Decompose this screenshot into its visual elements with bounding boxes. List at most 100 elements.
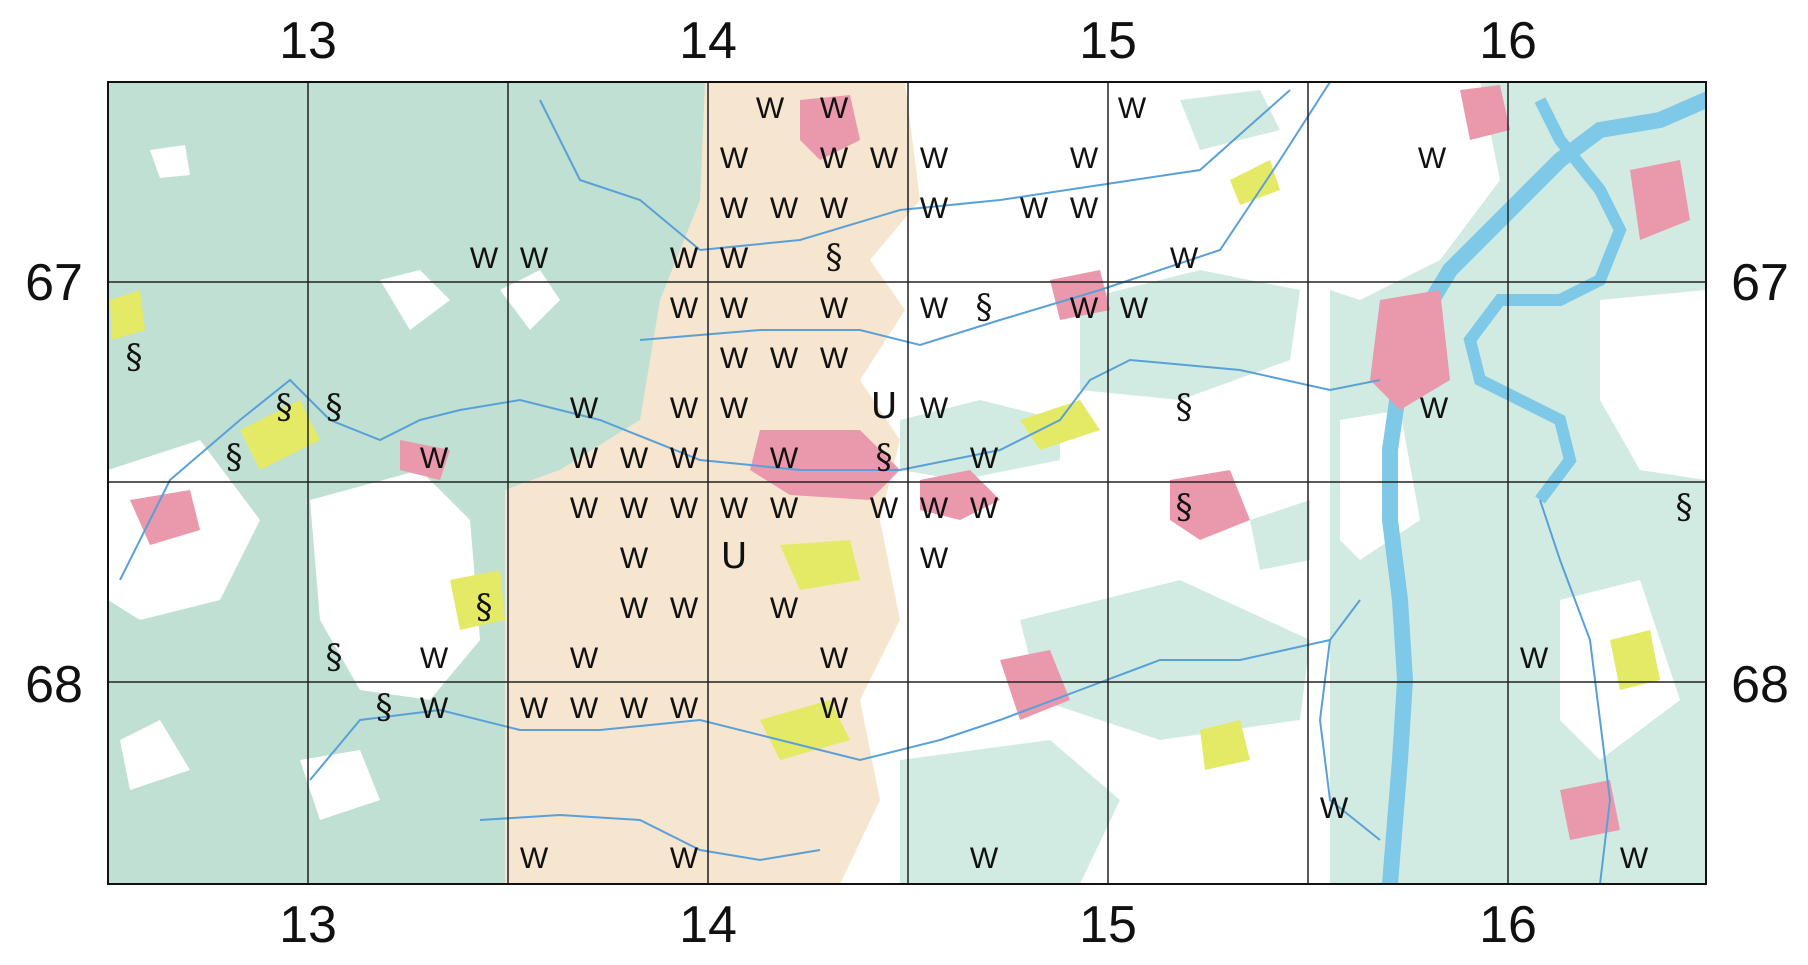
well-symbol: W [470,242,499,275]
col-label-bottom-15: 15 [1079,896,1137,954]
coordinate-labels: 13 14 15 16 13 14 15 16 67 68 67 68 [25,12,1789,954]
protected-site-symbol: § [226,437,243,477]
map-frame [107,81,1707,885]
well-symbol: W [620,542,649,575]
well-symbol: W [570,392,599,425]
stream [539,99,701,251]
well-symbol: W [970,442,999,475]
well-symbol: W [820,192,849,225]
well-symbol: W [770,492,799,525]
stream [1318,639,1381,841]
well-symbol: W [1520,642,1549,675]
settlement-area [1460,85,1510,140]
u-marker-symbol: U [871,386,897,427]
clearing-area [150,145,190,178]
row-label-right-67: 67 [1731,254,1789,312]
well-symbol: W [670,392,699,425]
forest-area [1180,90,1280,150]
meadow-area [110,290,145,340]
well-symbol: W [756,92,785,125]
well-symbol: W [720,392,749,425]
well-symbol: W [1118,92,1147,125]
meadow-area [1200,720,1250,770]
settlement-area [130,490,200,545]
well-symbol: W [770,592,799,625]
settlement-area [1630,160,1690,240]
meadow-area [450,570,505,630]
well-symbol: W [670,692,699,725]
well-symbol: W [820,142,849,175]
protected-site-symbol: § [1176,487,1193,527]
well-symbol: W [520,842,549,875]
protected-site-symbol: § [376,687,393,727]
well-symbol: W [870,492,899,525]
well-symbol: W [770,442,799,475]
well-symbol: W [720,192,749,225]
col-label-bottom-16: 16 [1479,896,1537,954]
forest-area [1080,270,1300,400]
protected-site-symbol: § [976,287,993,327]
well-symbol: W [1120,292,1149,325]
well-symbol: W [720,492,749,525]
well-symbol: W [670,292,699,325]
river-loop [1463,97,1627,504]
well-symbol: W [620,492,649,525]
well-symbol: W [570,692,599,725]
stream [309,599,1361,781]
col-label-top-16: 16 [1479,12,1537,70]
stream [479,813,821,862]
meadow-area [1020,400,1100,450]
col-label-bottom-13: 13 [279,896,337,954]
well-symbol: W [820,692,849,725]
meadow-area [240,400,320,470]
well-symbol: W [570,492,599,525]
stream [1539,499,1612,884]
protected-site-symbol: § [826,237,843,277]
well-symbol: W [570,442,599,475]
protected-site-symbol: § [876,437,893,477]
well-symbol: W [1020,192,1049,225]
col-label-bottom-14: 14 [679,896,737,954]
well-symbol: W [1620,842,1649,875]
clearing-area [500,270,560,330]
stream [639,82,1331,347]
well-symbol: W [970,842,999,875]
clearing-area [310,470,480,700]
clearing-area [120,720,190,790]
settlement-area [800,95,860,160]
well-symbol: W [870,142,899,175]
clearing-area [1600,290,1706,480]
well-symbol: W [1418,142,1447,175]
well-symbol: W [920,392,949,425]
well-symbol: W [720,292,749,325]
settlement-area [400,440,450,480]
clearing-area [1330,82,1500,300]
protected-site-symbol: § [476,587,493,627]
well-symbol: W [1070,192,1099,225]
clearing-area [380,270,450,330]
well-symbol: W [820,642,849,675]
well-symbol: W [920,542,949,575]
well-symbol: W [620,692,649,725]
well-symbol: W [1070,142,1099,175]
well-symbol: W [970,492,999,525]
well-symbol: W [520,242,549,275]
col-label-top-13: 13 [279,12,337,70]
well-symbol: W [420,642,449,675]
stream [119,358,1381,581]
well-symbol: W [1420,392,1449,425]
meadow-area [1610,630,1660,690]
row-label-left-67: 67 [25,254,83,312]
well-symbol: W [820,92,849,125]
well-symbol: W [1070,292,1099,325]
well-symbol: W [770,342,799,375]
well-symbol: W [820,292,849,325]
settlement-area [1370,290,1450,410]
forest-area [1250,500,1310,570]
well-symbol: W [670,492,699,525]
well-symbol: W [670,442,699,475]
well-symbol: W [720,242,749,275]
well-symbol: W [420,442,449,475]
